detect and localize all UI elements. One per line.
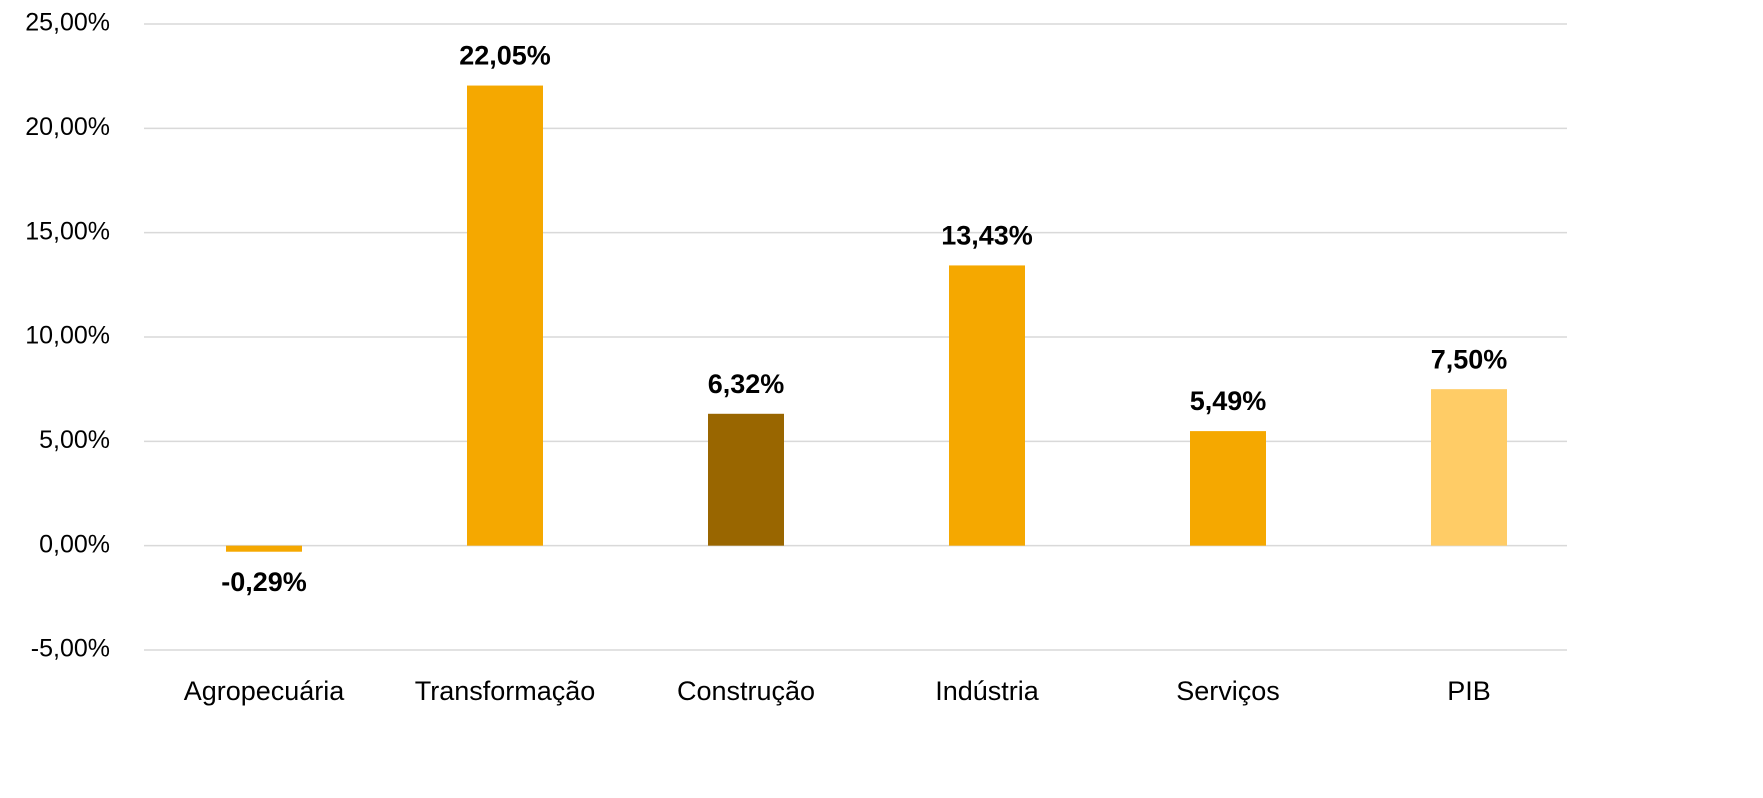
value-label: 6,32% [708, 369, 785, 399]
bar [226, 545, 302, 552]
x-tick-label: Indústria [935, 676, 1040, 706]
value-label: 13,43% [941, 221, 1033, 251]
bar [949, 265, 1025, 546]
x-tick-label: Agropecuária [184, 676, 346, 706]
y-tick-label: 25,00% [25, 9, 110, 37]
y-tick-label: 10,00% [25, 322, 110, 350]
y-tick-label: 0,00% [39, 530, 110, 558]
value-label: 5,49% [1190, 386, 1267, 416]
x-tick-label: Transformação [415, 676, 596, 706]
value-label: 7,50% [1431, 344, 1508, 374]
y-tick-label: 20,00% [25, 113, 110, 141]
y-tick-label: 15,00% [25, 217, 110, 245]
value-label: -0,29% [221, 567, 307, 597]
bar [1431, 389, 1507, 546]
x-tick-label: PIB [1447, 676, 1491, 706]
y-tick-label: -5,00% [31, 635, 110, 663]
bar [467, 85, 543, 546]
y-tick-label: 5,00% [39, 426, 110, 454]
bar [1190, 431, 1266, 546]
x-tick-label: Construção [677, 676, 815, 706]
bar [708, 413, 784, 546]
x-tick-label: Serviços [1176, 676, 1280, 706]
value-label: 22,05% [459, 41, 551, 71]
